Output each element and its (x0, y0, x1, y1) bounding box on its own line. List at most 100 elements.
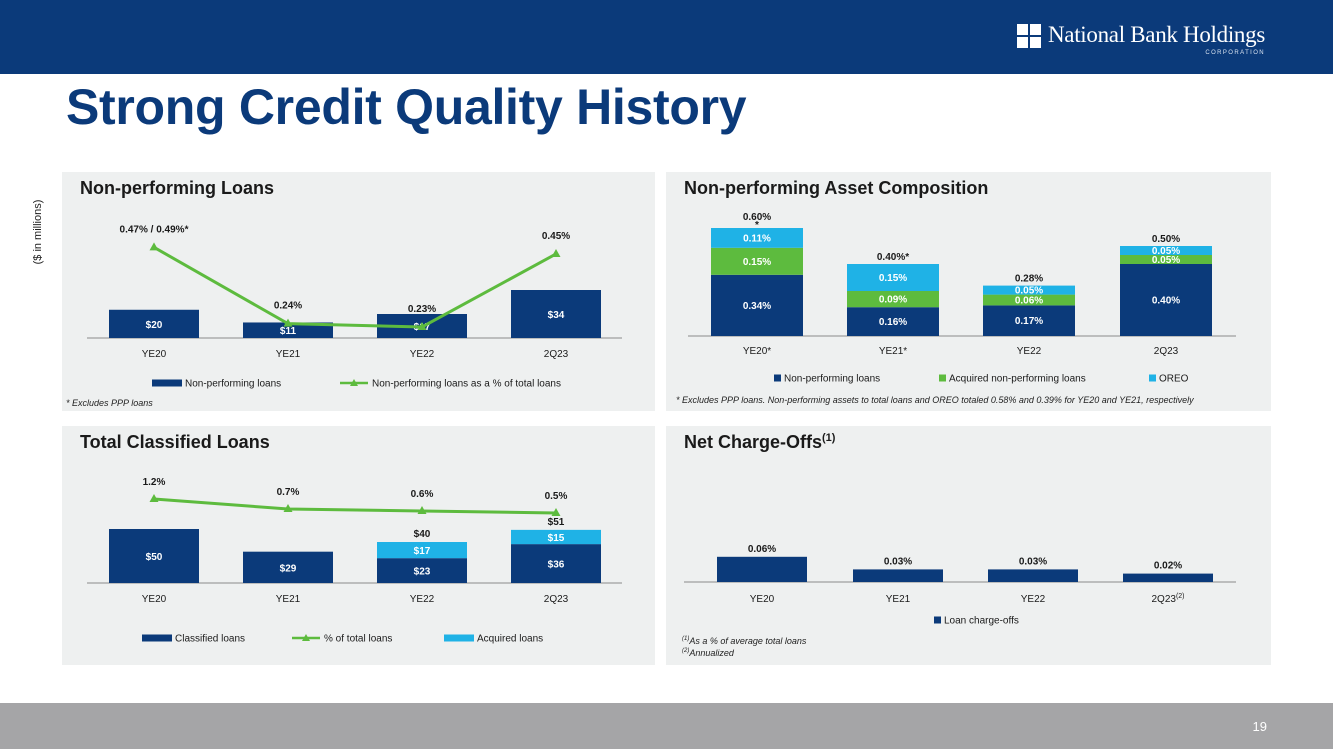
npa-seg-npl (1120, 264, 1212, 336)
nco-footnote-2-text: Annualized (689, 648, 734, 658)
npa-seg-npl (847, 307, 939, 336)
tcl-x-tick: YE21 (276, 594, 301, 605)
nco-bar (717, 556, 807, 582)
npa-seg-oreo-label: 0.15% (879, 273, 907, 284)
nco-bar (988, 569, 1078, 582)
npa-chart: 0.34% 0.15% 0.11% 0.60%* YE20* 0.16% 0.09% 0.15… (688, 212, 1236, 385)
footer-bar: 19 (0, 703, 1333, 749)
nco-x-tick: YE22 (1021, 594, 1046, 605)
tcl-title: Total Classified Loans (80, 432, 270, 452)
npa-legend-npl-swatch (774, 374, 781, 382)
tcl-pct-label: 0.5% (545, 491, 568, 502)
npl-pct-label: 0.24% (274, 301, 302, 312)
nco-bar-label: 0.02% (1154, 561, 1182, 572)
nco-title: Net Charge-Offs(1) (684, 432, 835, 453)
npl-pct-point (283, 318, 293, 327)
tcl-bar-classified (511, 544, 601, 583)
nco-footnote-1: (1)As a % of average total loans (682, 636, 806, 646)
npl-pct-label: 0.45% (542, 231, 570, 242)
npa-seg-acquired-label: 0.05% (1152, 255, 1180, 266)
npl-title: Non-performing Loans (80, 178, 274, 198)
npa-seg-oreo-label: 0.05% (1015, 286, 1043, 297)
npl-bar (243, 322, 333, 338)
tcl-bar-classified-label: $23 (414, 567, 431, 578)
npl-pct-label: 0.23% (408, 304, 436, 315)
tcl-pct-label: 0.6% (411, 489, 434, 500)
npl-bar (511, 290, 601, 338)
npa-legend-acquired-swatch (939, 374, 946, 382)
nco-legend-label: Loan charge-offs (944, 616, 1019, 627)
nco-title-sup: (1) (822, 432, 836, 444)
nco-footnote-1-marker: (1) (682, 636, 690, 642)
npa-seg-npl-label: 0.40% (1152, 296, 1180, 307)
tcl-legend-acquired-label: Acquired loans (477, 634, 543, 645)
npl-legend-line-label: Non-performing loans as a % of total loa… (372, 379, 561, 390)
tcl-total-label: $51 (548, 517, 565, 528)
tcl-x-tick: YE20 (142, 594, 167, 605)
npl-x-tick: YE22 (410, 349, 435, 360)
npl-pct-label: 0.47% / 0.49%* (120, 224, 189, 235)
nco-chart: 0.06% YE20 0.03% YE21 0.03% YE22 0.02% 2Q23(2) L… (684, 544, 1236, 627)
tcl-bar-acquired (377, 542, 467, 559)
npa-total-label: 0.50% (1152, 234, 1180, 245)
npa-seg-npl (983, 305, 1075, 336)
logo-subtitle: CORPORATION (1205, 50, 1265, 56)
tcl-bar-classified (109, 529, 199, 583)
npl-bar-label: $11 (280, 326, 297, 337)
npl-panel: Non-performing Loans $20YE20$11YE21$17YE… (62, 172, 655, 411)
npl-pct-point (551, 248, 561, 257)
npa-seg-npl-label: 0.16% (879, 317, 907, 328)
npl-bar-label: $34 (548, 310, 565, 321)
logo-name: National Bank Holdings (1048, 22, 1265, 47)
tcl-bar-acquired-label: $17 (414, 546, 431, 557)
npa-seg-acquired (711, 247, 803, 275)
npa-seg-npl (711, 274, 803, 336)
tcl-bar-acquired-label: $15 (548, 533, 565, 544)
tcl-pct-line (153, 497, 557, 515)
npa-seg-oreo-label: 0.05% (1152, 246, 1180, 257)
npa-footnote: * Excludes PPP loans. Non-performing ass… (676, 395, 1194, 405)
npl-pct-line (153, 246, 557, 329)
npa-legend-oreo-swatch (1149, 374, 1156, 382)
tcl-x-tick: YE22 (410, 594, 435, 605)
npl-pct-point (149, 242, 159, 251)
nco-x-tick: 2Q23(2) (1151, 593, 1184, 605)
npa-seg-npl-label: 0.34% (743, 301, 771, 312)
tcl-panel: Total Classified Loans $50 YE20 $29 YE21 $23… (62, 426, 655, 665)
npa-x-tick: YE21* (879, 346, 907, 357)
npa-total-asterisk: * (755, 220, 759, 231)
npa-legend-npl-label: Non-performing loans (784, 374, 880, 385)
npa-x-tick: 2Q23 (1154, 346, 1179, 357)
tcl-chart: $50 YE20 $29 YE21 $23 $17 $40 YE22 $36 $15 $51 2Q23… (87, 477, 622, 645)
npl-x-tick: YE20 (142, 349, 167, 360)
tcl-legend-acquired-swatch (444, 634, 474, 642)
npl-legend-bars-label: Non-performing loans (185, 379, 281, 390)
tcl-pct-point (551, 508, 561, 516)
nco-bar-label: 0.03% (884, 556, 912, 567)
tcl-x-tick: 2Q23 (544, 594, 569, 605)
nco-footnote-2-marker: (2) (682, 648, 690, 654)
npl-bar-label: $20 (146, 320, 163, 331)
tcl-pct-point (149, 494, 159, 502)
tcl-pct-point (417, 506, 427, 514)
tcl-bar-classified-label: $29 (280, 563, 297, 574)
npa-seg-oreo (847, 264, 939, 291)
tcl-bar-classified-label: $50 (146, 552, 163, 563)
page-number: 19 (1252, 719, 1267, 734)
tcl-bar-classified (377, 558, 467, 583)
npa-x-tick: YE22 (1017, 346, 1042, 357)
npa-panel: Non-performing Asset Composition 0.34% 0.… (666, 172, 1271, 411)
tcl-total-label: $40 (414, 529, 431, 540)
nco-bar-label: 0.06% (748, 544, 776, 555)
npa-title: Non-performing Asset Composition (684, 178, 989, 198)
npa-total-label: 0.28% (1015, 274, 1043, 285)
npa-seg-npl-label: 0.17% (1015, 316, 1043, 327)
npl-legend-bars-swatch (152, 379, 182, 387)
npl-bar (109, 309, 199, 338)
npl-x-tick: 2Q23 (544, 349, 569, 360)
nco-x-tick: YE21 (886, 594, 911, 605)
tcl-pct-label: 0.7% (277, 487, 300, 498)
nco-title-text: Net Charge-Offs (684, 432, 823, 452)
nco-footnote-1-text: As a % of average total loans (689, 636, 807, 646)
